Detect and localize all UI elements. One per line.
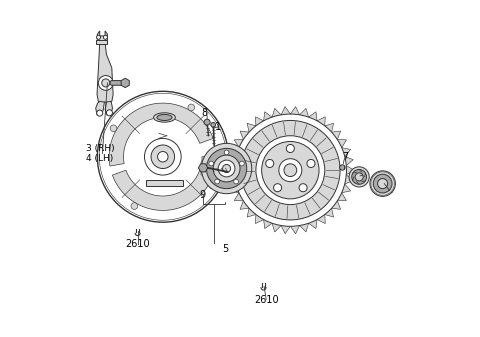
Circle shape — [234, 179, 239, 184]
Circle shape — [274, 184, 282, 192]
Circle shape — [96, 110, 103, 116]
Circle shape — [103, 35, 108, 39]
Polygon shape — [227, 106, 354, 234]
Circle shape — [284, 164, 297, 177]
Circle shape — [96, 35, 100, 39]
Polygon shape — [110, 81, 128, 85]
Text: 2610: 2610 — [254, 295, 278, 305]
Polygon shape — [109, 103, 213, 166]
Circle shape — [240, 161, 244, 166]
Circle shape — [206, 148, 247, 189]
Circle shape — [99, 93, 226, 220]
Circle shape — [262, 142, 319, 199]
Circle shape — [204, 119, 210, 125]
Polygon shape — [97, 43, 113, 103]
Circle shape — [266, 159, 274, 167]
Circle shape — [107, 110, 112, 116]
Circle shape — [370, 171, 396, 196]
Polygon shape — [198, 164, 208, 172]
Polygon shape — [96, 40, 108, 44]
Text: 5: 5 — [222, 244, 228, 254]
Circle shape — [209, 182, 216, 189]
Circle shape — [352, 170, 367, 184]
Polygon shape — [146, 180, 183, 186]
Circle shape — [215, 179, 219, 184]
Text: 2610: 2610 — [125, 239, 150, 249]
Circle shape — [98, 75, 113, 90]
Circle shape — [299, 184, 307, 192]
Text: 9: 9 — [199, 190, 205, 201]
Circle shape — [256, 136, 325, 205]
Circle shape — [355, 173, 363, 181]
Polygon shape — [202, 162, 222, 175]
Circle shape — [151, 145, 175, 168]
Circle shape — [378, 179, 388, 189]
Circle shape — [307, 159, 315, 167]
Polygon shape — [96, 31, 108, 43]
Circle shape — [110, 125, 117, 132]
Polygon shape — [105, 101, 112, 115]
Circle shape — [218, 160, 235, 177]
Circle shape — [373, 174, 392, 193]
Circle shape — [102, 79, 110, 87]
Circle shape — [97, 91, 228, 222]
Circle shape — [202, 143, 252, 194]
Circle shape — [223, 164, 230, 173]
Text: 1: 1 — [215, 122, 221, 131]
Circle shape — [340, 165, 345, 170]
Ellipse shape — [154, 113, 175, 122]
Text: 8: 8 — [202, 108, 208, 118]
Circle shape — [188, 104, 194, 111]
Polygon shape — [121, 78, 129, 88]
Circle shape — [213, 155, 240, 182]
Circle shape — [224, 150, 229, 155]
Circle shape — [240, 120, 340, 220]
Text: 6: 6 — [360, 170, 366, 180]
Text: 2: 2 — [386, 185, 393, 195]
Circle shape — [209, 161, 214, 166]
Polygon shape — [96, 101, 105, 115]
Circle shape — [349, 167, 369, 187]
Ellipse shape — [157, 115, 172, 121]
Circle shape — [279, 159, 302, 182]
Circle shape — [131, 203, 138, 209]
Polygon shape — [112, 157, 216, 210]
Text: 3 (RH)
4 (LH): 3 (RH) 4 (LH) — [85, 144, 114, 163]
Circle shape — [211, 123, 216, 127]
Circle shape — [157, 152, 168, 162]
Circle shape — [234, 114, 347, 226]
Text: 7: 7 — [343, 152, 349, 162]
Circle shape — [144, 139, 181, 175]
Circle shape — [286, 145, 294, 153]
